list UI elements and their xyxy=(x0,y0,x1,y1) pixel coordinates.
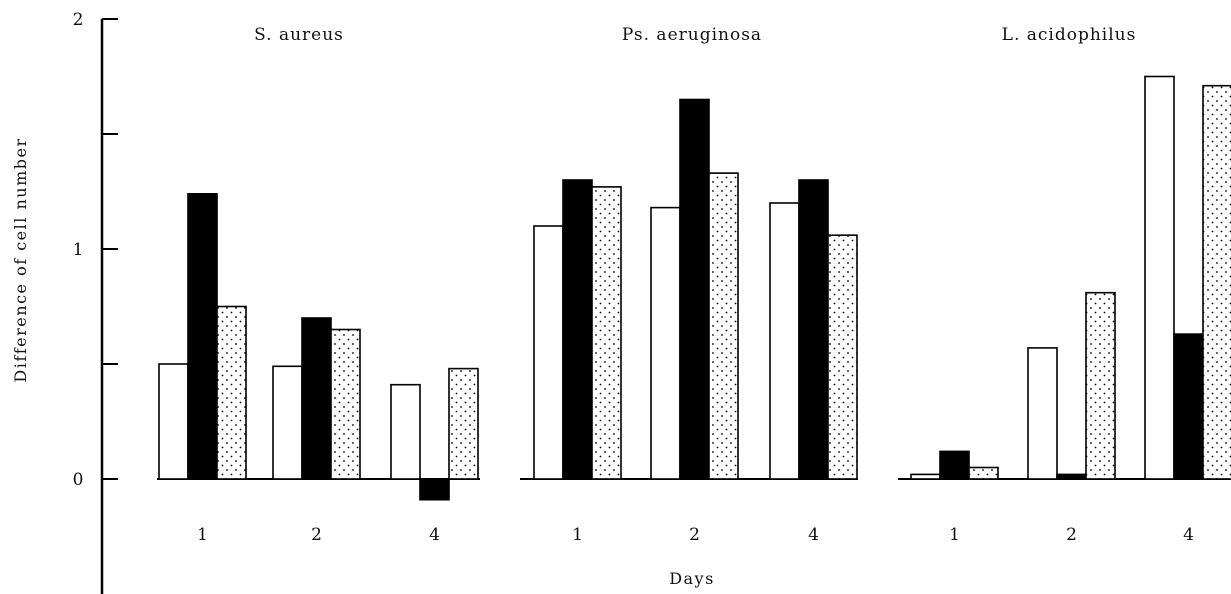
x-tick-label: 1 xyxy=(197,525,208,545)
y-tick-label: 0 xyxy=(73,470,84,490)
bar-open xyxy=(769,202,800,480)
bar-dotted xyxy=(591,186,622,480)
panel-title: S. aureus xyxy=(254,25,344,45)
bar-solid xyxy=(301,317,332,480)
bar-open xyxy=(533,225,564,480)
panel-title: L. acidophilus xyxy=(1002,25,1137,45)
y-tick-label: 2 xyxy=(73,10,84,30)
bar-open xyxy=(390,383,421,480)
bar-dotted xyxy=(448,367,479,480)
bar-open xyxy=(1027,347,1058,480)
panel-title: Ps. aeruginosa xyxy=(622,25,762,45)
bar-open xyxy=(158,363,189,480)
bar-open xyxy=(650,206,681,480)
bar-open xyxy=(272,365,303,480)
bar-solid xyxy=(1056,473,1087,480)
x-tick-label: 1 xyxy=(949,525,960,545)
y-tick-label: 1 xyxy=(73,240,84,260)
y-axis-title: Difference of cell number xyxy=(11,137,30,382)
bar-solid xyxy=(679,98,710,480)
bar-dotted xyxy=(216,305,247,480)
bar-dotted xyxy=(827,234,858,480)
bar-solid xyxy=(939,450,970,480)
x-tick-label: 4 xyxy=(1183,525,1194,545)
x-tick-label: 4 xyxy=(808,525,819,545)
bar-dotted xyxy=(1202,84,1231,480)
bar-open xyxy=(910,473,941,480)
bar-solid xyxy=(562,179,593,480)
bar-dotted xyxy=(708,172,739,480)
x-tick-label: 2 xyxy=(311,525,322,545)
bar-solid xyxy=(419,478,450,501)
bar-open xyxy=(1144,75,1175,480)
bar-dotted xyxy=(1085,291,1116,480)
bar-dotted xyxy=(968,466,999,480)
bar-dotted xyxy=(330,328,361,480)
x-tick-label: 2 xyxy=(689,525,700,545)
x-tick-label: 1 xyxy=(572,525,583,545)
bar-solid xyxy=(187,193,218,480)
bar-solid xyxy=(798,179,829,480)
x-axis-title: Days xyxy=(669,569,715,588)
bar-solid xyxy=(1173,333,1204,480)
x-tick-label: 4 xyxy=(429,525,440,545)
x-tick-label: 2 xyxy=(1066,525,1077,545)
